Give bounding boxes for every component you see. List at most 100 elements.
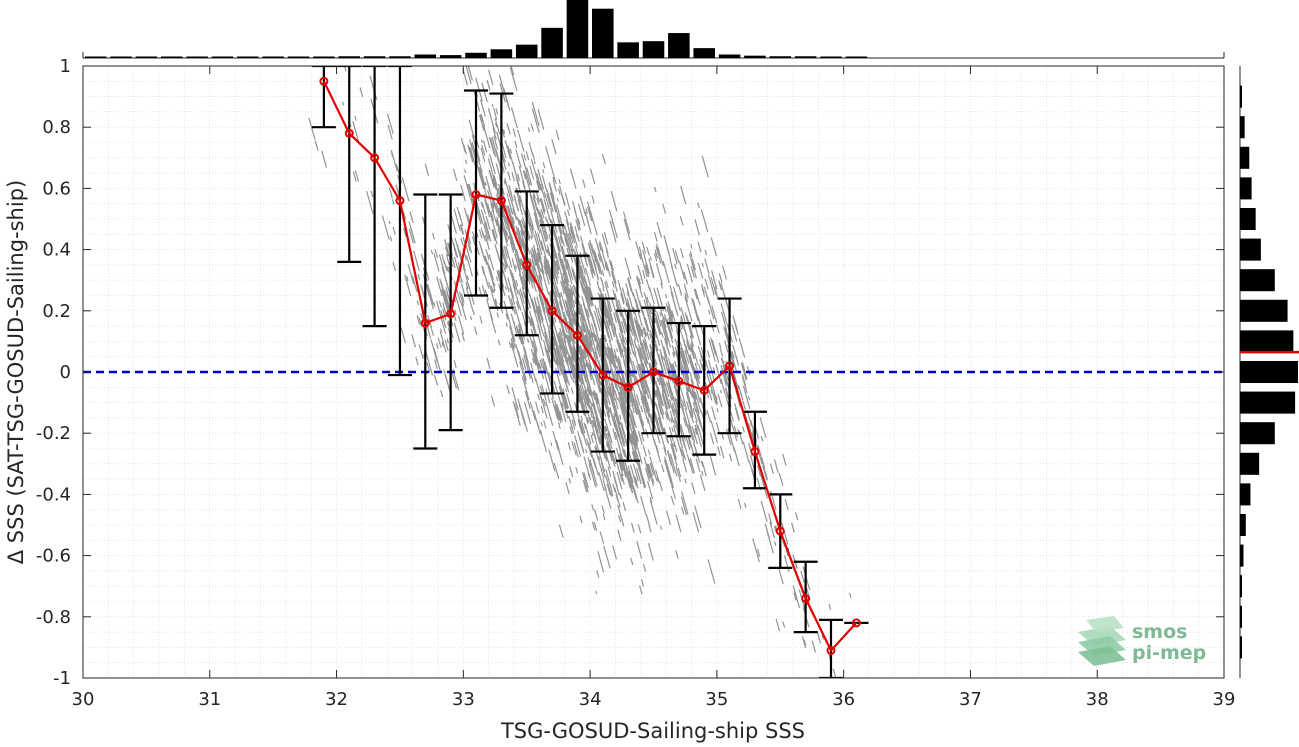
top-hist-bar bbox=[794, 56, 817, 58]
x-tick-label: 36 bbox=[832, 689, 855, 710]
right-hist-bar bbox=[1240, 330, 1294, 353]
top-hist-bar bbox=[668, 33, 690, 58]
top-hist-bar bbox=[541, 27, 563, 58]
mean-point bbox=[851, 618, 861, 628]
error-bar bbox=[666, 321, 691, 438]
smos-pimep-logo: smos pi-mep bbox=[1078, 616, 1206, 666]
y-tick-label: 0.2 bbox=[42, 301, 71, 322]
top-hist-bar bbox=[160, 56, 183, 58]
top-hist-bar bbox=[439, 55, 462, 58]
mean-series-line bbox=[322, 80, 858, 653]
right-hist-bar bbox=[1240, 85, 1242, 108]
y-tick-label: -0.4 bbox=[36, 484, 71, 505]
x-tick-label: 32 bbox=[325, 689, 348, 710]
mean-point bbox=[598, 370, 608, 380]
mean-point bbox=[572, 330, 582, 340]
right-hist-bar bbox=[1240, 452, 1260, 475]
right-hist-bar bbox=[1240, 422, 1275, 445]
x-tick-label: 39 bbox=[1213, 689, 1236, 710]
top-hist-bar bbox=[211, 56, 234, 58]
top-hist-bar bbox=[744, 55, 766, 58]
mean-point bbox=[471, 190, 481, 200]
mean-point bbox=[725, 361, 735, 371]
right-hist-bar bbox=[1240, 146, 1250, 169]
error-bar bbox=[387, 66, 412, 377]
right-hist-bar bbox=[1240, 177, 1252, 200]
x-tick-label: 37 bbox=[959, 689, 982, 710]
top-hist-bar bbox=[84, 56, 107, 58]
top-hist-bar bbox=[262, 56, 284, 58]
top-hist-bar bbox=[237, 56, 259, 58]
right-hist-bar bbox=[1240, 483, 1251, 506]
top-hist-bar bbox=[135, 56, 158, 58]
error-bar bbox=[337, 66, 362, 263]
right-hist-bar bbox=[1240, 269, 1275, 292]
y-tick-label: -0.8 bbox=[36, 607, 71, 628]
x-tick-label: 34 bbox=[579, 689, 602, 710]
logo-stack-icon bbox=[1078, 616, 1126, 666]
error-bar bbox=[565, 254, 590, 413]
y-tick-label: 1 bbox=[60, 56, 71, 77]
right-hist-bar bbox=[1240, 360, 1298, 384]
mean-point bbox=[623, 382, 633, 392]
y-axis-title: Δ SSS (SAT-TSG-GOSUD-Sailing-ship) bbox=[4, 180, 28, 564]
mean-point bbox=[801, 593, 811, 603]
x-tick-label: 33 bbox=[452, 689, 475, 710]
y-tick-label: 0.4 bbox=[42, 240, 71, 261]
error-bar bbox=[464, 89, 489, 297]
x-tick-label: 35 bbox=[705, 689, 728, 710]
right-hist-bar bbox=[1240, 636, 1242, 659]
x-axis-title: TSG-GOSUD-Sailing-ship SSS bbox=[500, 719, 805, 743]
y-tick-label: 0 bbox=[60, 362, 71, 383]
top-hist-bar bbox=[490, 49, 513, 58]
mean-point bbox=[446, 309, 456, 319]
right-hist-bar bbox=[1240, 575, 1242, 598]
mean-point bbox=[775, 526, 785, 536]
top-hist-bar bbox=[820, 56, 842, 58]
logo-text-smos: smos bbox=[1132, 621, 1187, 643]
mean-point bbox=[395, 196, 405, 206]
error-bars bbox=[311, 66, 869, 678]
error-bar bbox=[641, 306, 666, 435]
top-hist-bar bbox=[515, 44, 538, 58]
error-bar bbox=[311, 66, 336, 129]
mean-point bbox=[649, 367, 658, 377]
top-hist-bar bbox=[769, 56, 792, 58]
mean-point bbox=[496, 196, 506, 206]
right-hist-bar bbox=[1240, 513, 1246, 537]
right-hist-bar bbox=[1240, 544, 1244, 567]
y-tick-labels: -1 -0.8 -0.6 -0.4 -0.2 0 0.2 0.4 0.6 0.8 1 bbox=[36, 56, 71, 689]
x-tick-label: 31 bbox=[198, 689, 221, 710]
x-tick-label: 38 bbox=[1086, 689, 1109, 710]
y-tick-label: -0.2 bbox=[36, 423, 71, 444]
mean-point bbox=[699, 385, 709, 395]
top-hist-bar bbox=[718, 54, 741, 58]
top-hist-bar bbox=[338, 56, 361, 58]
mean-point bbox=[674, 376, 684, 386]
mean-point bbox=[344, 128, 354, 138]
top-hist-bar bbox=[566, 0, 589, 58]
right-histogram bbox=[1239, 66, 1299, 678]
y-tick-label: 0.8 bbox=[42, 117, 71, 138]
top-hist-bar bbox=[642, 41, 665, 58]
mean-point bbox=[420, 318, 430, 328]
top-hist-bar bbox=[592, 8, 614, 58]
y-tick-label: -1 bbox=[53, 668, 71, 689]
top-histogram bbox=[82, 0, 1225, 59]
top-hist-bar bbox=[287, 56, 310, 58]
mean-point bbox=[522, 260, 532, 270]
error-bar bbox=[616, 309, 641, 462]
top-hist-bar bbox=[617, 42, 639, 58]
right-hist-bar bbox=[1240, 116, 1245, 139]
top-hist-bar bbox=[465, 52, 487, 58]
right-hist-bar bbox=[1240, 391, 1296, 414]
top-hist-bar bbox=[186, 56, 208, 58]
top-hist-bar bbox=[389, 56, 411, 58]
top-hist-bar bbox=[363, 56, 386, 58]
logo-text-pimep: pi-mep bbox=[1132, 642, 1206, 664]
error-bar bbox=[362, 66, 387, 328]
mean-point bbox=[826, 645, 836, 655]
y-tick-label: 0.6 bbox=[42, 178, 71, 199]
y-tick-label: -0.6 bbox=[36, 546, 71, 567]
